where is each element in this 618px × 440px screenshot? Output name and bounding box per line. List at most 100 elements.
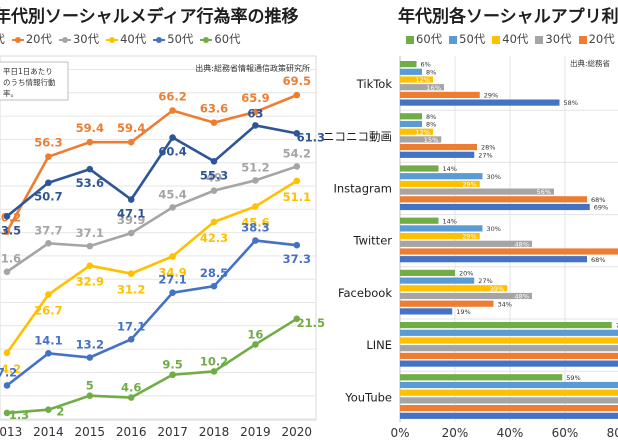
data-label: 65.9 [241, 91, 269, 105]
data-label: 45.4 [158, 187, 186, 201]
note-line: 平日1日あたり [3, 67, 53, 76]
data-label: 2 [56, 405, 64, 419]
left-legend-item: 50代 [153, 31, 193, 47]
data-point [210, 282, 218, 290]
right-legend-item: 50代 [449, 31, 485, 47]
data-label: 45.6 [241, 216, 269, 230]
data-point [127, 229, 135, 237]
left-plot-frame [0, 55, 317, 421]
data-label: 63 [247, 106, 263, 120]
left-legend-item: 0代 [0, 31, 5, 47]
left-legend-item: 20代 [11, 31, 52, 47]
series-line [6, 165, 298, 273]
x-tick-label: 2016 [116, 425, 147, 439]
data-point [210, 158, 218, 165]
data-label: 14.1 [34, 333, 62, 347]
legend-label: 50代 [167, 32, 194, 46]
legend-square-icon [492, 35, 501, 44]
legend-label: 20代 [588, 32, 615, 46]
legend-label: 20代 [25, 32, 52, 46]
legend-line-icon [11, 36, 24, 43]
data-label: 38.3 [241, 221, 269, 235]
data-label: 21.5 [297, 316, 325, 330]
left-legend-item: 30代 [58, 31, 100, 47]
data-point [169, 107, 176, 114]
data-point [45, 291, 52, 298]
series-50代: 7.2 14.1 13.2 17.1 27.1 28.5 38.3 37.3 [0, 221, 311, 389]
data-label: 10.2 [200, 354, 228, 368]
data-point [252, 341, 259, 348]
x-tick-label: 2017 [157, 425, 188, 439]
data-point [3, 268, 11, 276]
x-tick-label: 2019 [240, 425, 271, 439]
data-point [45, 153, 52, 160]
data-point [169, 253, 176, 260]
series-line [6, 317, 298, 415]
data-point [45, 179, 52, 187]
data-point [169, 371, 176, 379]
legend-label: 30代 [72, 32, 100, 46]
data-point [3, 228, 11, 235]
data-point [252, 177, 259, 184]
data-point [3, 382, 11, 389]
x-tick-label: 2014 [33, 425, 64, 439]
data-point [169, 289, 176, 297]
legend-label: 40代 [502, 32, 529, 46]
data-point [45, 406, 52, 413]
series-line [5, 93, 298, 233]
series-line [6, 124, 298, 218]
data-label: 28.5 [200, 266, 228, 280]
data-label: 49 [206, 171, 222, 185]
data-label: 55.3 [200, 168, 228, 182]
data-point [86, 242, 94, 250]
data-point [86, 262, 94, 269]
data-label: 61.3 [297, 130, 325, 144]
series-line [5, 179, 298, 354]
left-legend: 0代 20代 30代 40代 50代 60代 [0, 31, 248, 47]
data-label: 69.5 [283, 74, 311, 88]
legend-label: 0代 [0, 32, 5, 46]
data-label: 37.7 [34, 223, 62, 237]
series-20代: 40.256.359.459.466.263.665.969.5 [0, 74, 311, 235]
data-point [127, 394, 135, 401]
data-label: 32.9 [76, 275, 104, 289]
data-point [252, 237, 259, 244]
data-point [45, 240, 52, 247]
data-label: 39.9 [117, 213, 145, 227]
data-label: 9.5 [162, 358, 182, 372]
data-point [252, 108, 259, 116]
right-legend-item: 30代 [535, 31, 572, 47]
data-label: 50.7 [34, 190, 62, 204]
legend-line-icon [58, 36, 71, 43]
data-label: 51.1 [283, 190, 311, 204]
data-point [210, 368, 218, 375]
note-line: 率。 [3, 88, 18, 98]
data-point [3, 212, 11, 220]
data-label: 66.2 [158, 90, 186, 104]
data-label: 31.6 [0, 252, 21, 266]
data-point [127, 138, 135, 146]
data-point [252, 203, 259, 210]
data-label: 5 [86, 379, 94, 393]
data-point [86, 392, 94, 400]
x-tick-label: 2020 [282, 425, 313, 439]
series-10代: 43.5 50.7 53.6 47.1 60.4 55.3 63 61.3 [0, 106, 325, 237]
x-tick-label: 2013 [0, 425, 22, 439]
data-point [3, 409, 11, 417]
legend-label: 30代 [545, 32, 572, 46]
data-label: 7.2 [0, 365, 17, 379]
data-label: 53.6 [76, 176, 104, 190]
data-label: 14.2 [0, 362, 21, 376]
data-point [293, 163, 301, 170]
series-30代: 31.6 37.7 37.1 39.9 45.4 49 51.2 54.2 [0, 146, 311, 276]
x-tick-label: 2015 [75, 425, 106, 439]
data-label: 16 [247, 327, 263, 341]
data-point [210, 218, 218, 226]
data-point [86, 165, 94, 173]
data-label: 37.1 [76, 226, 104, 240]
x-tick-label: 2018 [199, 425, 230, 439]
legend-square-icon [535, 35, 544, 44]
data-point [169, 204, 176, 211]
data-label: 42.3 [200, 231, 228, 245]
